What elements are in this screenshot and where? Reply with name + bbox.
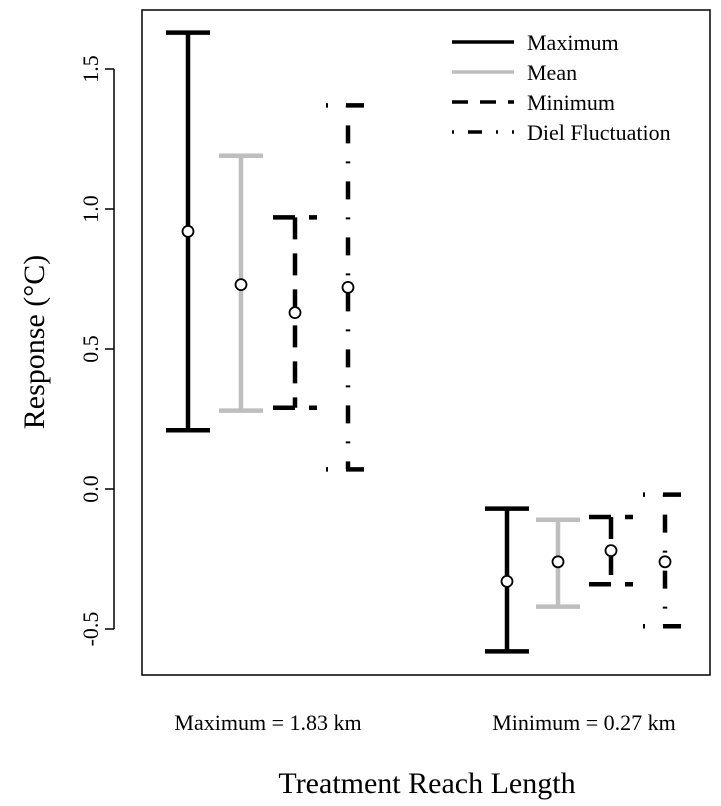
mean-point	[234, 278, 248, 292]
y-tick-label: 1.5	[78, 55, 103, 83]
x-category-labels: Maximum = 1.83 km Minimum = 0.27 km	[174, 710, 675, 735]
mean-point	[341, 280, 355, 294]
legend-label: Diel Fluctuation	[527, 120, 671, 145]
series-diel-fluctuation	[326, 103, 687, 629]
y-tick-label: 0.0	[78, 475, 103, 503]
legend-label: Mean	[527, 60, 577, 85]
mean-point	[658, 555, 672, 569]
mean-point	[500, 575, 514, 588]
series-maximum	[166, 30, 529, 654]
legend-label: Minimum	[527, 90, 615, 115]
series-minimum	[273, 215, 633, 587]
legend-label: Maximum	[527, 30, 619, 55]
mean-point	[288, 306, 302, 320]
y-axis-label: Response (°C)	[18, 255, 51, 429]
mean-point	[604, 544, 618, 557]
plot-frame	[141, 9, 711, 676]
series-layer	[166, 30, 687, 654]
x-axis-label: Treatment Reach Length	[278, 767, 575, 800]
y-tick-label: 1.0	[78, 195, 103, 223]
series-mean	[219, 153, 580, 609]
y-tick-label: -0.5	[78, 612, 103, 647]
x-category-label: Maximum = 1.83 km	[174, 710, 361, 735]
mean-point	[551, 555, 565, 569]
mean-point	[181, 224, 195, 238]
y-axis: -0.5 0.0 0.5 1.0 1.5	[78, 55, 115, 647]
x-category-label: Minimum = 0.27 km	[492, 710, 676, 735]
y-tick-label: 0.5	[78, 335, 103, 363]
legend: Maximum Mean Minimum Diel Fluctuation	[452, 30, 671, 145]
